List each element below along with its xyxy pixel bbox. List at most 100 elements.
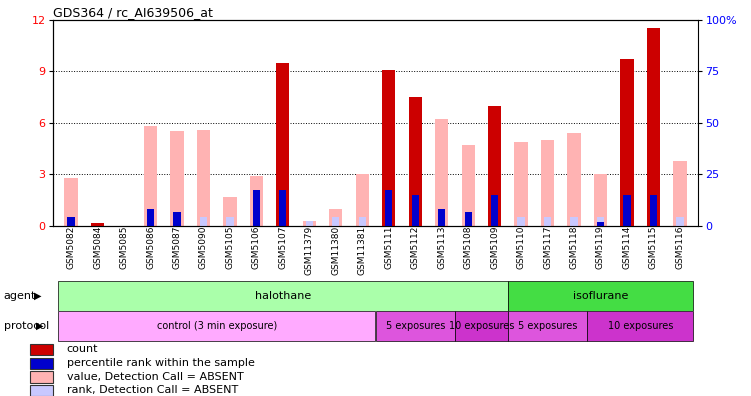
Bar: [58, 311, 376, 341]
Bar: [65, 178, 77, 226]
Text: halothane: halothane: [255, 291, 311, 301]
Text: GSM5111: GSM5111: [385, 226, 394, 269]
Text: GDS364 / rc_AI639506_at: GDS364 / rc_AI639506_at: [53, 6, 213, 19]
Bar: [91, 223, 104, 226]
Text: GSM5090: GSM5090: [199, 226, 208, 269]
Bar: [68, 217, 75, 226]
Bar: [253, 217, 260, 226]
Bar: [674, 160, 686, 226]
Bar: [597, 222, 604, 226]
Bar: [676, 217, 683, 226]
Bar: [376, 311, 455, 341]
Text: 5 exposures: 5 exposures: [518, 321, 578, 331]
Text: agent: agent: [4, 291, 36, 301]
Bar: [620, 59, 634, 226]
Bar: [465, 212, 472, 226]
Bar: [412, 195, 419, 226]
Text: GSM5116: GSM5116: [675, 226, 684, 269]
Bar: [356, 174, 369, 226]
Bar: [147, 209, 154, 226]
Text: isoflurane: isoflurane: [573, 291, 628, 301]
Bar: [276, 63, 289, 226]
Bar: [508, 281, 693, 311]
Bar: [68, 217, 75, 226]
Bar: [623, 195, 631, 226]
Bar: [30, 371, 53, 383]
Bar: [58, 281, 508, 311]
Bar: [382, 70, 395, 226]
Bar: [306, 221, 313, 226]
Bar: [173, 212, 181, 226]
Text: GSM5087: GSM5087: [173, 226, 182, 269]
Bar: [303, 221, 316, 226]
Bar: [488, 106, 501, 226]
Text: GSM5085: GSM5085: [119, 226, 128, 269]
Bar: [438, 217, 445, 226]
Text: 10 exposures: 10 exposures: [608, 321, 673, 331]
Text: GSM5109: GSM5109: [490, 226, 499, 269]
Text: GSM5113: GSM5113: [437, 226, 446, 269]
Text: GSM5107: GSM5107: [279, 226, 288, 269]
Text: GSM5118: GSM5118: [569, 226, 578, 269]
Text: percentile rank within the sample: percentile rank within the sample: [67, 358, 255, 368]
Text: control (3 min exposure): control (3 min exposure): [156, 321, 277, 331]
Text: GSM11380: GSM11380: [331, 226, 340, 275]
Bar: [226, 217, 234, 226]
Bar: [144, 126, 157, 226]
Bar: [491, 195, 498, 226]
Bar: [650, 195, 657, 226]
Bar: [647, 29, 660, 226]
Bar: [594, 174, 607, 226]
Text: GSM5112: GSM5112: [411, 226, 420, 269]
Text: GSM5119: GSM5119: [596, 226, 605, 269]
Text: rank, Detection Call = ABSENT: rank, Detection Call = ABSENT: [67, 385, 238, 396]
Bar: [253, 190, 260, 226]
Text: 5 exposures: 5 exposures: [385, 321, 445, 331]
Bar: [170, 131, 183, 226]
Bar: [465, 217, 472, 226]
Text: GSM5082: GSM5082: [67, 226, 76, 269]
Bar: [597, 217, 604, 226]
Bar: [570, 217, 578, 226]
Text: count: count: [67, 344, 98, 354]
Bar: [332, 217, 339, 226]
Text: GSM5106: GSM5106: [252, 226, 261, 269]
Text: ▶: ▶: [34, 291, 41, 301]
Text: GSM11379: GSM11379: [305, 226, 314, 275]
Text: value, Detection Call = ABSENT: value, Detection Call = ABSENT: [67, 372, 243, 382]
Bar: [409, 97, 422, 226]
Bar: [200, 217, 207, 226]
Bar: [587, 311, 693, 341]
Text: 10 exposures: 10 exposures: [448, 321, 514, 331]
Text: GSM5086: GSM5086: [146, 226, 155, 269]
Text: GSM5115: GSM5115: [649, 226, 658, 269]
Text: GSM5084: GSM5084: [93, 226, 102, 269]
Text: GSM5110: GSM5110: [517, 226, 526, 269]
Text: ▶: ▶: [36, 321, 44, 331]
Bar: [508, 311, 587, 341]
Bar: [250, 176, 263, 226]
Bar: [329, 209, 342, 226]
Text: GSM11381: GSM11381: [357, 226, 366, 275]
Bar: [30, 385, 53, 396]
Bar: [438, 209, 445, 226]
Text: GSM5114: GSM5114: [623, 226, 632, 269]
Bar: [359, 217, 366, 226]
Bar: [541, 140, 554, 226]
Bar: [462, 145, 475, 226]
Text: GSM5117: GSM5117: [543, 226, 552, 269]
Bar: [455, 311, 508, 341]
Text: GSM5105: GSM5105: [225, 226, 234, 269]
Text: GSM5108: GSM5108: [463, 226, 472, 269]
Bar: [30, 358, 53, 369]
Bar: [279, 190, 286, 226]
Bar: [544, 217, 551, 226]
Bar: [147, 217, 154, 226]
Bar: [568, 133, 581, 226]
Bar: [385, 190, 392, 226]
Bar: [517, 217, 525, 226]
Bar: [435, 119, 448, 226]
Bar: [223, 196, 237, 226]
Bar: [173, 217, 181, 226]
Bar: [514, 142, 528, 226]
